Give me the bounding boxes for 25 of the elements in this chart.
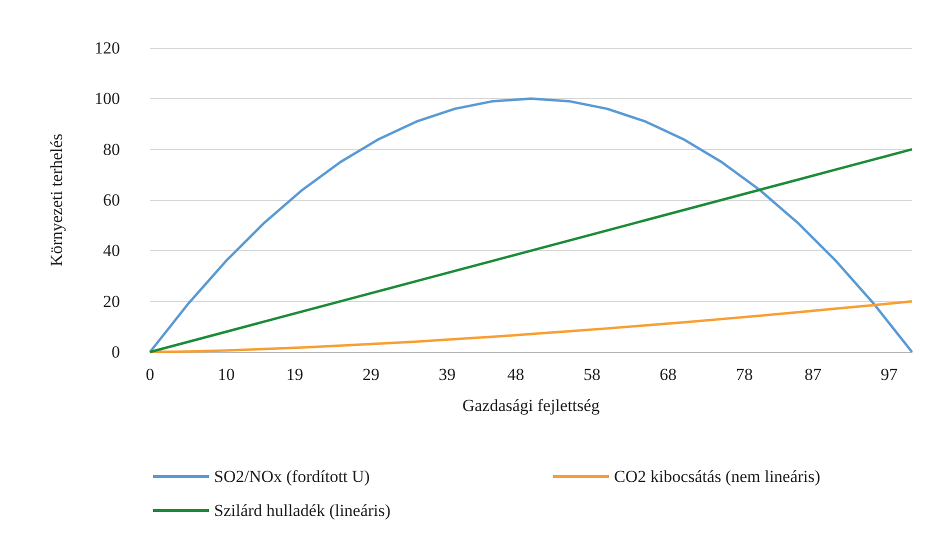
x-tick-label: 39 <box>438 365 456 384</box>
x-tick-label: 78 <box>736 365 753 384</box>
x-tick-label: 58 <box>583 365 600 384</box>
x-tick-label: 0 <box>146 365 154 384</box>
x-tick-label: 10 <box>218 365 235 384</box>
y-tick-label: 40 <box>103 241 120 260</box>
legend-label: SO2/NOx (fordított U) <box>214 467 370 486</box>
x-tick-label: 48 <box>507 365 524 384</box>
x-axis-title: Gazdasági fejlettség <box>462 396 600 415</box>
x-tick-label: 29 <box>362 365 380 384</box>
x-tick-label: 97 <box>880 365 898 384</box>
y-tick-label: 60 <box>103 190 120 210</box>
y-tick-label: 20 <box>103 292 120 311</box>
y-axis-title: Környezeti terhelés <box>47 134 66 266</box>
y-tick-label: 120 <box>94 38 120 58</box>
line-series <box>148 97 914 354</box>
y-tick-label: 80 <box>103 140 120 159</box>
y-tick-label: 100 <box>94 89 120 108</box>
y-tick-label: 0 <box>112 342 120 362</box>
x-tick-label: 19 <box>286 365 304 384</box>
x-tick-label: 68 <box>660 365 677 384</box>
line-series <box>148 148 914 354</box>
legend-label: CO2 kibocsátás (nem lineáris) <box>614 467 820 486</box>
x-tick-label: 87 <box>804 365 822 384</box>
legend-label: Szilárd hulladék (lineáris) <box>214 501 391 520</box>
